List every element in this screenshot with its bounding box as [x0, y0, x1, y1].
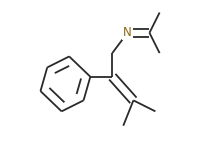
- Text: N: N: [123, 26, 132, 39]
